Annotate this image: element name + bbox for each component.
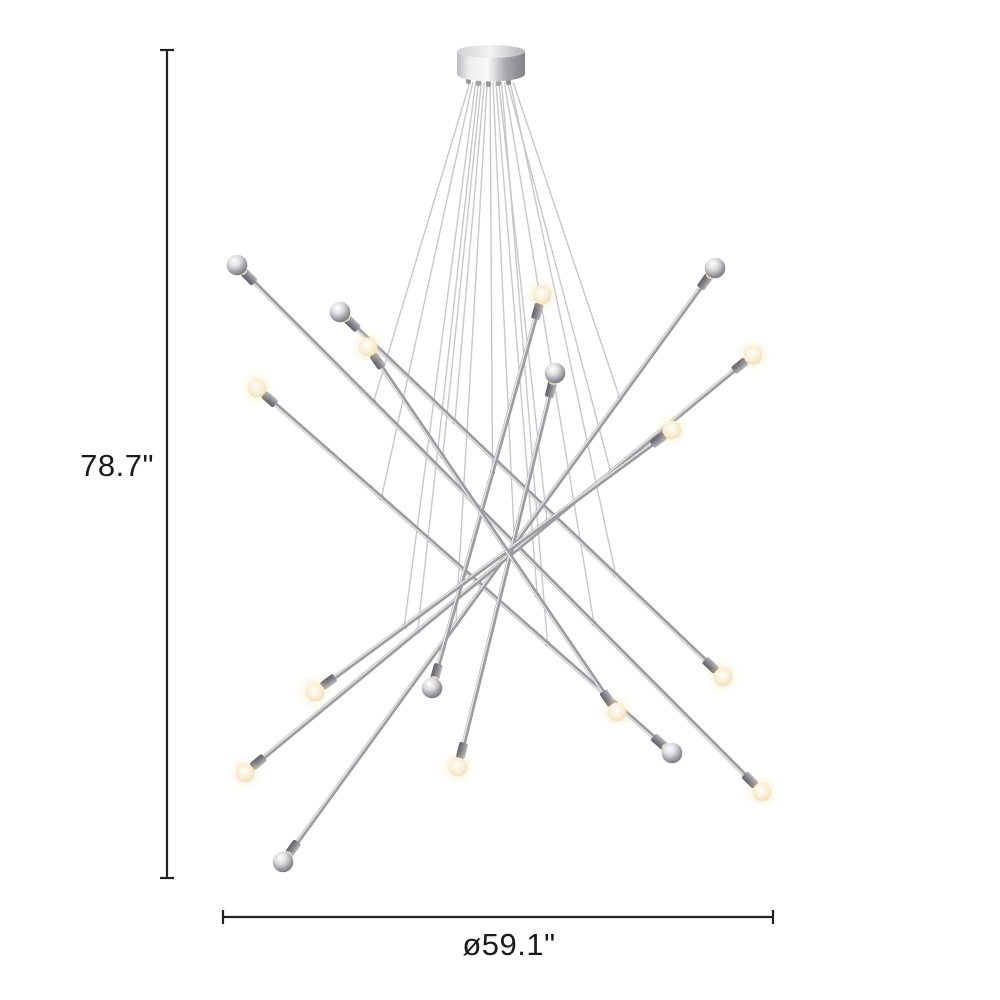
glowing-bulb — [235, 763, 255, 783]
suspension-cable — [503, 81, 595, 624]
chrome-tip-bulb — [329, 301, 351, 323]
chandelier-bulbs — [226, 254, 779, 873]
rod-highlight — [374, 358, 609, 702]
chrome-tip-bulb — [272, 851, 294, 873]
rod-highlight — [434, 307, 538, 675]
glowing-bulb — [607, 702, 627, 722]
chrome-tip-bulb — [544, 362, 566, 384]
rod-highlight — [348, 321, 713, 669]
suspension-cable — [403, 81, 477, 627]
rod — [324, 436, 663, 686]
glowing-bulb — [713, 667, 733, 687]
rod — [347, 319, 716, 670]
chrome-tip-bulb — [704, 257, 726, 279]
suspension-cable — [442, 81, 483, 457]
chandelier-rods — [244, 272, 755, 853]
glowing-bulb — [532, 285, 552, 305]
bulb-socket — [430, 663, 443, 681]
suspension-cables — [370, 81, 623, 647]
rod — [459, 384, 554, 756]
suspension-cable — [509, 81, 617, 575]
suspension-cable — [492, 81, 515, 539]
glowing-bulb — [743, 345, 763, 365]
glowing-bulb — [358, 337, 378, 357]
glowing-bulb — [752, 782, 772, 802]
rod — [433, 306, 541, 677]
bulb-socket — [545, 381, 557, 398]
rod-highlight — [459, 385, 552, 754]
suspension-cable — [372, 81, 471, 403]
suspension-cable — [495, 81, 539, 596]
suspension-cable — [455, 81, 488, 625]
suspension-cable — [489, 81, 494, 472]
glowing-bulb — [305, 682, 325, 702]
suspension-cable — [512, 81, 621, 399]
suspension-cable — [497, 81, 548, 522]
diameter-dimension-label: ø59.1" — [462, 927, 556, 962]
suspension-cable — [454, 81, 486, 422]
chrome-tip-bulb — [661, 742, 683, 764]
chrome-tip-bulb — [421, 677, 443, 699]
glowing-bulb — [247, 378, 267, 398]
height-dimension-label: 78.7" — [80, 448, 154, 483]
dimension-lines — [160, 48, 775, 924]
glowing-bulb — [662, 420, 682, 440]
rod-highlight — [324, 436, 661, 684]
glowing-bulb — [448, 757, 468, 777]
rod — [244, 272, 755, 785]
rod-highlight — [245, 274, 753, 784]
canopy-top — [457, 45, 525, 58]
chrome-tip-bulb — [226, 254, 248, 276]
ceiling-canopy — [457, 45, 525, 87]
rod — [373, 356, 612, 703]
